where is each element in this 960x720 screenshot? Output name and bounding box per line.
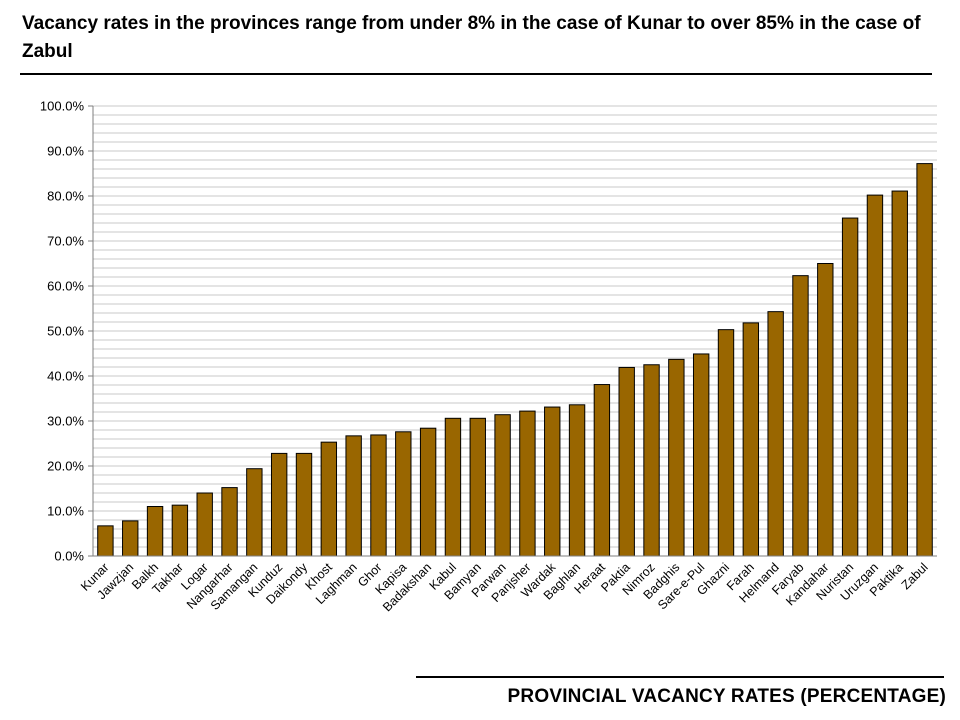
y-tick-label: 70.0%: [47, 234, 84, 249]
bar-nangarhar: [221, 487, 238, 557]
bar-sare-e-pul: [692, 353, 710, 557]
bar-faryab: [792, 275, 809, 557]
bars: [97, 163, 933, 557]
vacancy-bar-chart: 0.0% 10.0% 20.0% 30.0% 40.0% 50.0% 60.0% 70.0% 8…: [40, 99, 937, 615]
y-tick-label: 10.0%: [47, 504, 84, 519]
bar-helmand: [767, 311, 784, 557]
y-tick-label: 90.0%: [47, 144, 84, 159]
bar-ghazni: [717, 329, 735, 557]
axes: [88, 105, 937, 557]
bar-kunduz: [270, 452, 288, 557]
x-category-labels: KunarJawzjanBalkhTakharLogarNangarharSam…: [78, 560, 931, 615]
bar-kandahar: [817, 263, 834, 557]
bar-heraat: [593, 384, 611, 557]
bar-paktika: [891, 190, 908, 557]
bar-kapisa: [395, 431, 412, 557]
x-category-label: Zabul: [899, 560, 931, 592]
bar-bamyan: [469, 417, 486, 557]
bar-farah: [742, 322, 760, 557]
bar-takhar: [171, 504, 189, 557]
bar-jawzjan: [122, 520, 139, 557]
bar-panjsher: [519, 410, 536, 557]
chart-title: Vacancy rates in the provinces range fro…: [22, 13, 921, 62]
bar-parwan: [494, 414, 511, 557]
bar-kunar: [97, 525, 114, 557]
y-tick-label: 0.0%: [54, 549, 84, 564]
y-tick-label: 50.0%: [47, 324, 84, 339]
bar-kabul: [444, 417, 462, 557]
gridlines: [93, 105, 937, 548]
bar-uruzgan: [866, 194, 884, 557]
bar-wardak: [544, 406, 561, 557]
bar-daikondy: [295, 452, 313, 557]
bar-badghis: [668, 358, 685, 557]
y-tick-label: 80.0%: [47, 189, 84, 204]
chart-footer-caption: PROVINCIAL VACANCY RATES (PERCENTAGE): [507, 686, 946, 707]
bar-baghlan: [568, 404, 586, 557]
bar-logar: [196, 492, 213, 557]
title-divider: [20, 73, 932, 75]
bar-zabul: [916, 163, 933, 557]
y-tick-label: 60.0%: [47, 279, 84, 294]
bar-khost: [320, 441, 338, 557]
y-tick-label: 30.0%: [47, 414, 84, 429]
bar-badakshan: [419, 427, 437, 557]
bar-nimroz: [643, 364, 660, 557]
y-tick-labels: 0.0% 10.0% 20.0% 30.0% 40.0% 50.0% 60.0% 70.0% 8…: [40, 99, 85, 564]
footer-divider: [416, 676, 944, 678]
bar-paktia: [618, 366, 635, 557]
y-tick-label: 100.0%: [40, 99, 85, 114]
bar-laghman: [345, 435, 362, 557]
bar-samangan: [246, 468, 263, 557]
bar-nuristan: [841, 217, 859, 557]
y-tick-label: 20.0%: [47, 459, 84, 474]
bar-balkh: [146, 506, 164, 557]
y-tick-label: 40.0%: [47, 369, 84, 384]
bar-ghor: [370, 434, 387, 557]
